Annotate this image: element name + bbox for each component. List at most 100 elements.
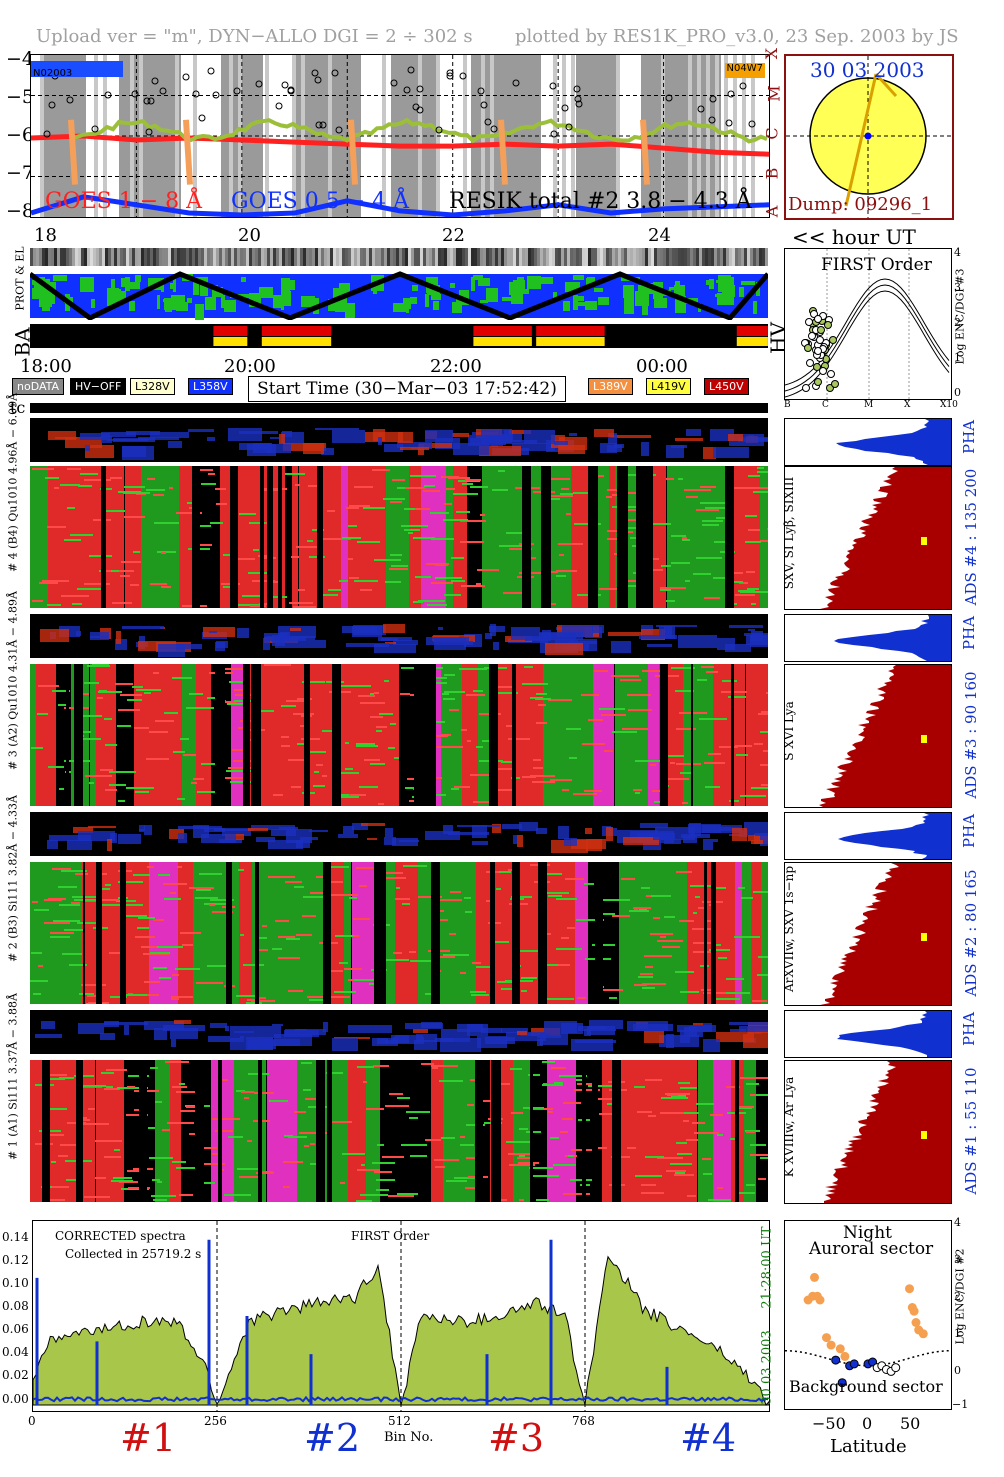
hv-segment <box>281 278 290 295</box>
pha-blob <box>115 639 127 650</box>
hv-segment <box>715 294 719 297</box>
spectrogram-streak <box>314 771 319 773</box>
pha-blob <box>171 1039 176 1047</box>
pha-blob <box>367 838 377 840</box>
pha-blob <box>144 825 152 835</box>
spectrogram-streak <box>272 948 282 950</box>
ba-cell <box>261 326 332 336</box>
pha-blob <box>509 430 531 434</box>
pha-blob <box>104 1022 148 1025</box>
spectrogram-streak <box>750 1154 768 1156</box>
spectrogram-band <box>397 1060 422 1202</box>
spectrogram-band <box>90 664 96 806</box>
spectrogram-streak <box>61 870 87 872</box>
spectrogram-streak <box>87 995 99 997</box>
spectrogram-streak <box>77 922 102 924</box>
pha-blob <box>425 831 460 840</box>
spectrogram-streak <box>527 557 536 559</box>
goes-point <box>43 130 51 138</box>
tag-nodata: noDATA <box>12 378 65 395</box>
spectrogram-gap <box>431 862 440 1004</box>
pha-blob <box>268 840 303 849</box>
spectrogram-streak <box>361 1164 365 1166</box>
prot-el-cell <box>546 248 549 266</box>
spectrogram-band <box>446 466 453 608</box>
prot-el-cell <box>465 248 468 266</box>
spectrogram-streak <box>746 571 755 573</box>
flare-streak <box>348 119 358 185</box>
spectrogram-streak <box>82 1123 109 1125</box>
spectrogram-streak <box>373 1065 389 1067</box>
spectrogram-streak <box>64 929 83 931</box>
latitude-panel: Night Auroral sector Background sector <box>784 1220 952 1410</box>
prot-el-cell <box>555 248 558 266</box>
spectrogram-gap <box>304 664 310 806</box>
saa-band <box>301 55 305 217</box>
spectrogram-gap <box>327 1060 332 1202</box>
spectrogram-streak <box>349 505 370 507</box>
spectrogram-streak <box>523 1107 544 1109</box>
spectrogram-streak <box>195 897 218 899</box>
spectrogram-streak <box>335 935 354 937</box>
hv-segment <box>335 298 347 312</box>
hv-segment <box>406 304 409 313</box>
start-time: Start Time (30−Mar−03 17:52:42) <box>257 379 557 399</box>
spectrogram-streak <box>109 784 126 786</box>
spectrogram-streak <box>251 1000 275 1002</box>
spectrogram-streak <box>84 1196 110 1198</box>
spectrogram-streak <box>344 968 362 970</box>
spectrogram-streak <box>490 941 509 943</box>
goes-point <box>480 101 488 109</box>
spectrogram-streak <box>307 540 313 542</box>
goes-point <box>403 86 411 94</box>
ba-graph <box>213 326 768 346</box>
spectrogram-gap <box>74 664 83 806</box>
spectrogram-streak <box>406 1111 430 1113</box>
prot-el-cell <box>486 248 489 266</box>
spec-channel-3: #3 <box>488 1416 545 1460</box>
pha-blob <box>65 437 102 448</box>
spectrogram-streak <box>496 1083 510 1085</box>
spectrogram-streak <box>199 873 222 875</box>
prot-el-cell <box>567 248 570 266</box>
spectrogram-streak <box>434 1159 459 1161</box>
spectrogram-streak <box>250 605 266 607</box>
prot-el-cell <box>267 248 270 266</box>
prot-el-cell <box>129 248 132 266</box>
spectrogram-streak <box>548 571 558 573</box>
prot-el-cell <box>762 248 765 266</box>
spectrogram-streak <box>752 1000 767 1002</box>
pha-time-strip <box>30 812 768 856</box>
pha-blob <box>397 441 411 448</box>
prot-el-cell <box>165 248 168 266</box>
spectrogram-band <box>716 466 726 608</box>
pha-histogram-graph <box>836 419 951 465</box>
prot-el-cell <box>252 248 255 266</box>
goes-point <box>275 102 283 110</box>
spectrogram-streak <box>459 668 487 670</box>
spectrogram-streak <box>471 994 489 996</box>
spectrogram-streak <box>562 1118 573 1120</box>
spectrogram-band <box>497 664 512 806</box>
pha-blob <box>122 626 164 629</box>
spectrogram-streak <box>767 528 768 530</box>
spectrogram-map <box>30 466 768 608</box>
spectrogram-streak <box>139 994 159 996</box>
prot-el-cell <box>396 248 399 266</box>
spectrogram-streak <box>154 522 179 524</box>
prot-el-cell <box>513 248 516 266</box>
spectrogram-streak <box>602 899 630 901</box>
spectrogram-streak <box>38 685 59 687</box>
spectrogram-streak <box>69 964 87 966</box>
spectrogram-streak <box>517 1157 532 1159</box>
pha-blob <box>540 1033 568 1045</box>
spectrogram-streak <box>52 690 70 692</box>
hv-segment <box>135 275 141 282</box>
spectrogram-gap <box>195 1060 204 1202</box>
prot-el-cell <box>159 248 162 266</box>
spectrogram-band <box>619 862 636 1004</box>
pha-blob <box>332 1038 358 1051</box>
fo-ylabel: Log ENC/DGI #3 <box>953 268 967 365</box>
prot-el-cell <box>375 248 378 266</box>
prot-el-cell <box>270 248 273 266</box>
